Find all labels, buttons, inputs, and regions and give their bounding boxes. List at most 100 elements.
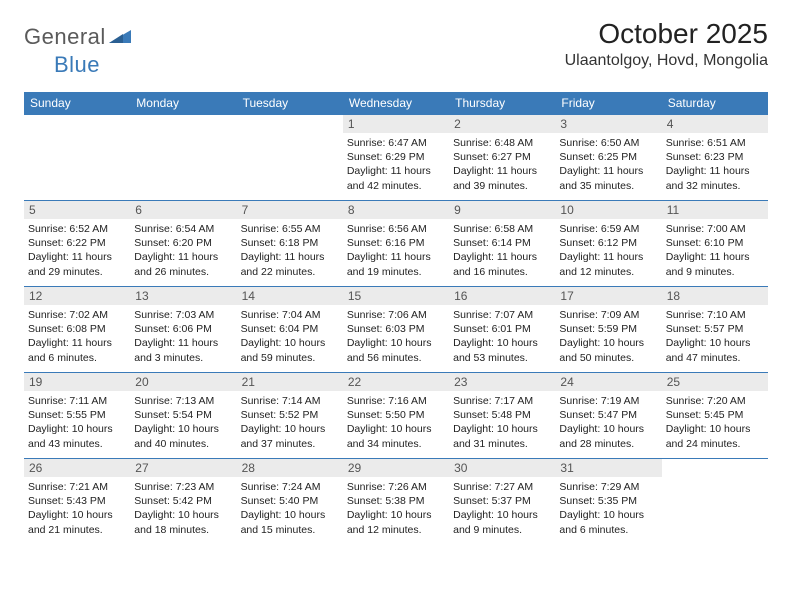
weekday-header: Monday	[130, 92, 236, 115]
calendar-day-cell: 27 Sunrise: 7:23 AMSunset: 5:42 PMDayligh…	[130, 459, 236, 545]
day-number: 18	[662, 287, 768, 305]
weekday-header: Thursday	[449, 92, 555, 115]
day-details: Sunrise: 7:07 AMSunset: 6:01 PMDaylight:…	[453, 308, 551, 365]
day-number: 22	[343, 373, 449, 391]
calendar-day-cell: 11 Sunrise: 7:00 AMSunset: 6:10 PMDayligh…	[662, 201, 768, 287]
calendar-day-cell: 3 Sunrise: 6:50 AMSunset: 6:25 PMDaylight…	[555, 115, 661, 201]
day-number: 19	[24, 373, 130, 391]
weekday-header: Sunday	[24, 92, 130, 115]
calendar-day-cell: 18 Sunrise: 7:10 AMSunset: 5:57 PMDayligh…	[662, 287, 768, 373]
calendar-day-cell: 24 Sunrise: 7:19 AMSunset: 5:47 PMDayligh…	[555, 373, 661, 459]
calendar-day-cell: 26Sunrise: 7:21 AMSunset: 5:43 PMDayligh…	[24, 459, 130, 545]
day-number: 23	[449, 373, 555, 391]
day-number: 21	[237, 373, 343, 391]
day-details: Sunrise: 7:10 AMSunset: 5:57 PMDaylight:…	[666, 308, 764, 365]
day-number: 25	[662, 373, 768, 391]
calendar-day-cell: 7 Sunrise: 6:55 AMSunset: 6:18 PMDaylight…	[237, 201, 343, 287]
day-number: 1	[343, 115, 449, 133]
day-number: 4	[662, 115, 768, 133]
calendar-empty-cell	[130, 115, 236, 201]
day-details: Sunrise: 7:14 AMSunset: 5:52 PMDaylight:…	[241, 394, 339, 451]
day-details: Sunrise: 7:21 AMSunset: 5:43 PMDaylight:…	[28, 480, 126, 537]
calendar-day-cell: 19 Sunrise: 7:11 AMSunset: 5:55 PMDayligh…	[24, 373, 130, 459]
calendar-day-cell: 31 Sunrise: 7:29 AMSunset: 5:35 PMDayligh…	[555, 459, 661, 545]
day-number: 20	[130, 373, 236, 391]
day-number: 28	[237, 459, 343, 477]
calendar-day-cell: 30 Sunrise: 7:27 AMSunset: 5:37 PMDayligh…	[449, 459, 555, 545]
day-details: Sunrise: 7:27 AMSunset: 5:37 PMDaylight:…	[453, 480, 551, 537]
calendar-page: General October 2025 Ulaantolgoy, Hovd, …	[0, 0, 792, 557]
calendar-row: 19 Sunrise: 7:11 AMSunset: 5:55 PMDayligh…	[24, 373, 768, 459]
calendar-day-cell: 25 Sunrise: 7:20 AMSunset: 5:45 PMDayligh…	[662, 373, 768, 459]
day-details: Sunrise: 7:03 AMSunset: 6:06 PMDaylight:…	[134, 308, 232, 365]
day-number: 31	[555, 459, 661, 477]
title-block: October 2025 Ulaantolgoy, Hovd, Mongolia	[565, 18, 768, 70]
day-number: 30	[449, 459, 555, 477]
calendar-day-cell: 13 Sunrise: 7:03 AMSunset: 6:06 PMDayligh…	[130, 287, 236, 373]
day-details: Sunrise: 7:24 AMSunset: 5:40 PMDaylight:…	[241, 480, 339, 537]
day-number: 14	[237, 287, 343, 305]
day-number: 24	[555, 373, 661, 391]
day-details: Sunrise: 7:23 AMSunset: 5:42 PMDaylight:…	[134, 480, 232, 537]
calendar-day-cell: 20 Sunrise: 7:13 AMSunset: 5:54 PMDayligh…	[130, 373, 236, 459]
calendar-day-cell: 2Sunrise: 6:48 AMSunset: 6:27 PMDaylight…	[449, 115, 555, 201]
day-details: Sunrise: 6:51 AMSunset: 6:23 PMDaylight:…	[666, 136, 764, 193]
day-details: Sunrise: 7:17 AMSunset: 5:48 PMDaylight:…	[453, 394, 551, 451]
day-number: 29	[343, 459, 449, 477]
weekday-header: Tuesday	[237, 92, 343, 115]
day-details: Sunrise: 7:16 AMSunset: 5:50 PMDaylight:…	[347, 394, 445, 451]
calendar-empty-cell	[662, 459, 768, 545]
day-number: 15	[343, 287, 449, 305]
day-details: Sunrise: 7:06 AMSunset: 6:03 PMDaylight:…	[347, 308, 445, 365]
logo-text-2: Blue	[54, 52, 100, 78]
calendar-day-cell: 8Sunrise: 6:56 AMSunset: 6:16 PMDaylight…	[343, 201, 449, 287]
day-details: Sunrise: 6:54 AMSunset: 6:20 PMDaylight:…	[134, 222, 232, 279]
day-details: Sunrise: 6:50 AMSunset: 6:25 PMDaylight:…	[559, 136, 657, 193]
logo-text-1: General	[24, 24, 106, 50]
calendar-day-cell: 5Sunrise: 6:52 AMSunset: 6:22 PMDaylight…	[24, 201, 130, 287]
calendar-day-cell: 28 Sunrise: 7:24 AMSunset: 5:40 PMDayligh…	[237, 459, 343, 545]
day-details: Sunrise: 7:00 AMSunset: 6:10 PMDaylight:…	[666, 222, 764, 279]
day-number: 27	[130, 459, 236, 477]
day-number: 13	[130, 287, 236, 305]
day-details: Sunrise: 7:29 AMSunset: 5:35 PMDaylight:…	[559, 480, 657, 537]
day-number: 2	[449, 115, 555, 133]
day-details: Sunrise: 7:20 AMSunset: 5:45 PMDaylight:…	[666, 394, 764, 451]
day-number: 11	[662, 201, 768, 219]
day-number: 3	[555, 115, 661, 133]
weekday-header: Saturday	[662, 92, 768, 115]
calendar-day-cell: 1 Sunrise: 6:47 AMSunset: 6:29 PMDaylight…	[343, 115, 449, 201]
calendar-empty-cell	[237, 115, 343, 201]
day-details: Sunrise: 6:56 AMSunset: 6:16 PMDaylight:…	[347, 222, 445, 279]
calendar-row: 1 Sunrise: 6:47 AMSunset: 6:29 PMDaylight…	[24, 115, 768, 201]
day-number: 9	[449, 201, 555, 219]
calendar-row: 5Sunrise: 6:52 AMSunset: 6:22 PMDaylight…	[24, 201, 768, 287]
day-number: 17	[555, 287, 661, 305]
day-details: Sunrise: 7:09 AMSunset: 5:59 PMDaylight:…	[559, 308, 657, 365]
day-details: Sunrise: 6:47 AMSunset: 6:29 PMDaylight:…	[347, 136, 445, 193]
calendar-empty-cell	[24, 115, 130, 201]
weekday-header: Wednesday	[343, 92, 449, 115]
weekday-header: Friday	[555, 92, 661, 115]
calendar-day-cell: 6 Sunrise: 6:54 AMSunset: 6:20 PMDaylight…	[130, 201, 236, 287]
calendar-table: SundayMondayTuesdayWednesdayThursdayFrid…	[24, 92, 768, 545]
day-number: 7	[237, 201, 343, 219]
day-number: 12	[24, 287, 130, 305]
logo: General	[24, 18, 133, 50]
calendar-day-cell: 23 Sunrise: 7:17 AMSunset: 5:48 PMDayligh…	[449, 373, 555, 459]
day-number: 10	[555, 201, 661, 219]
calendar-day-cell: 17 Sunrise: 7:09 AMSunset: 5:59 PMDayligh…	[555, 287, 661, 373]
calendar-day-cell: 22 Sunrise: 7:16 AMSunset: 5:50 PMDayligh…	[343, 373, 449, 459]
calendar-day-cell: 10Sunrise: 6:59 AMSunset: 6:12 PMDayligh…	[555, 201, 661, 287]
day-details: Sunrise: 7:11 AMSunset: 5:55 PMDaylight:…	[28, 394, 126, 451]
calendar-day-cell: 14Sunrise: 7:04 AMSunset: 6:04 PMDayligh…	[237, 287, 343, 373]
day-number: 6	[130, 201, 236, 219]
calendar-header-row: SundayMondayTuesdayWednesdayThursdayFrid…	[24, 92, 768, 115]
day-details: Sunrise: 7:19 AMSunset: 5:47 PMDaylight:…	[559, 394, 657, 451]
day-details: Sunrise: 7:13 AMSunset: 5:54 PMDaylight:…	[134, 394, 232, 451]
day-number: 16	[449, 287, 555, 305]
day-details: Sunrise: 6:55 AMSunset: 6:18 PMDaylight:…	[241, 222, 339, 279]
calendar-row: 26Sunrise: 7:21 AMSunset: 5:43 PMDayligh…	[24, 459, 768, 545]
day-details: Sunrise: 6:52 AMSunset: 6:22 PMDaylight:…	[28, 222, 126, 279]
calendar-body: 1 Sunrise: 6:47 AMSunset: 6:29 PMDaylight…	[24, 115, 768, 545]
